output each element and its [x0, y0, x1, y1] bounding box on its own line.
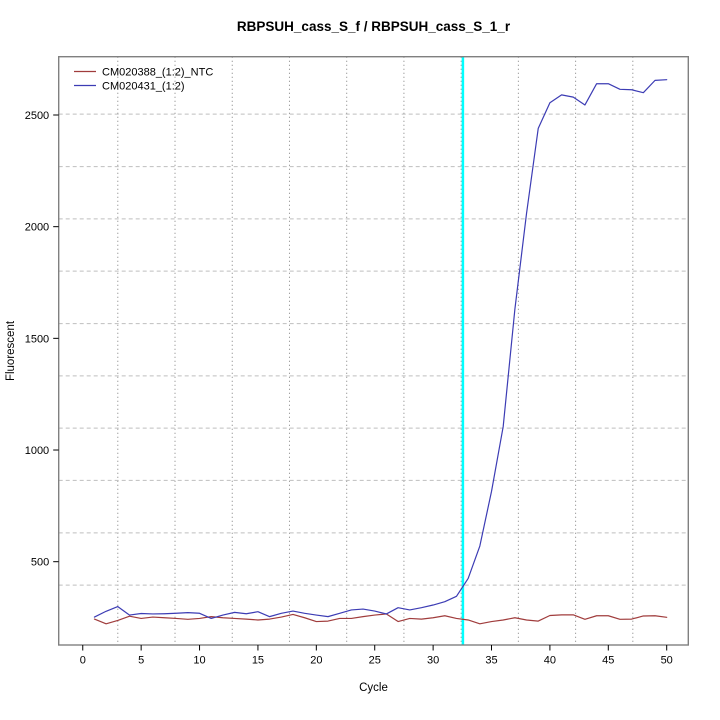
svg-text:40: 40	[544, 655, 556, 667]
vertical-gridlines	[117, 56, 634, 645]
svg-text:45: 45	[602, 655, 614, 667]
svg-text:30: 30	[427, 655, 439, 667]
y-axis-label: Fluorescent	[5, 320, 17, 381]
chart-title: RBPSUH_cass_S_f / RBPSUH_cass_S_1_r	[237, 19, 511, 34]
axis-tick-labels: 0 5 10 15 20 25 30 35 40 45 50 500 1000 1500 2000 2500	[25, 110, 673, 667]
svg-text:2000: 2000	[25, 222, 49, 234]
series-lines	[93, 79, 668, 625]
svg-text:50: 50	[661, 655, 673, 667]
legend-label-ntc: CM020388_(1:2)_NTC	[102, 67, 213, 79]
svg-text:500: 500	[31, 557, 49, 569]
svg-text:35: 35	[485, 655, 497, 667]
legend: CM020388_(1:2)_NTC CM020431_(1:2)	[74, 67, 213, 93]
plot-border	[58, 56, 689, 646]
x-axis-label: Cycle	[359, 682, 388, 694]
svg-text:1000: 1000	[25, 445, 49, 457]
axis-ticks	[53, 114, 668, 651]
svg-text:10: 10	[193, 655, 205, 667]
svg-text:5: 5	[138, 655, 144, 667]
svg-text:25: 25	[369, 655, 381, 667]
svg-text:1500: 1500	[25, 333, 49, 345]
legend-label-sample: CM020431_(1:2)	[102, 81, 185, 93]
horizontal-gridlines	[58, 113, 689, 586]
svg-text:2500: 2500	[25, 110, 49, 122]
svg-text:0: 0	[80, 655, 86, 667]
svg-text:20: 20	[310, 655, 322, 667]
svg-text:15: 15	[252, 655, 264, 667]
